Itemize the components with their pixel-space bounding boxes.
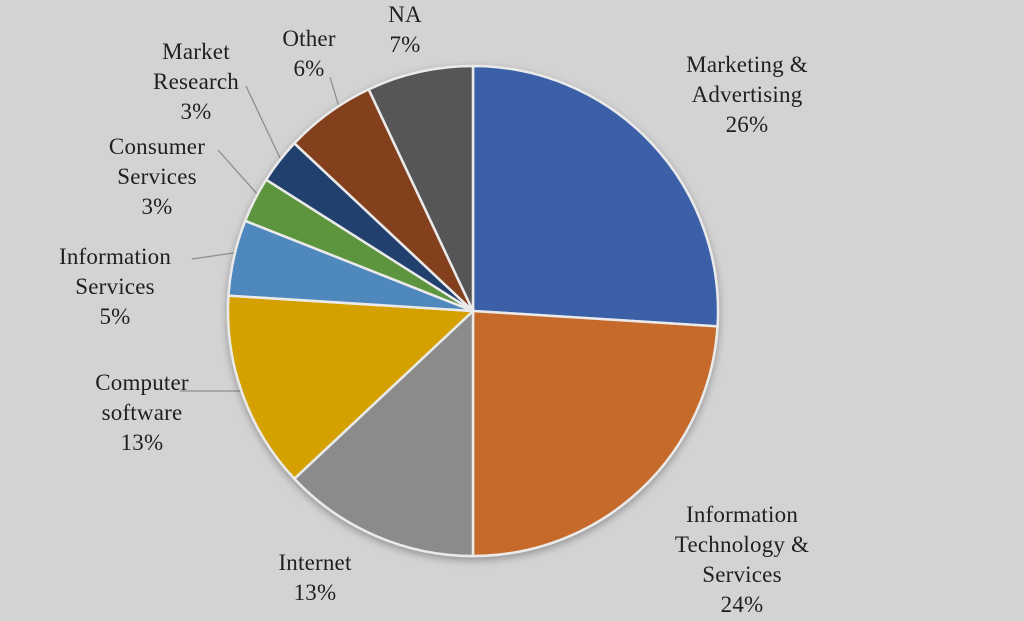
slice-label-computer-software: Computer software 13% [95,370,189,455]
slice-label-information-services: Information Services 5% [58,244,172,329]
leader-consumer-services [217,149,259,196]
leader-lines [180,76,340,392]
leader-other [329,76,340,108]
slice-label-consumer-services: Consumer Services 3% [108,134,206,219]
leader-information-services [191,251,241,260]
slice-label-other: Other 6% [282,26,336,81]
pie-slice-information-technology-services [471,309,719,558]
slice-label-marketing-advertising: Marketing & Advertising 26% [686,52,808,137]
pie-slice-marketing-advertising [471,64,720,328]
pie-slice-computer-software [226,294,475,480]
pie-slices [226,64,720,558]
slice-label-internet: Internet 13% [278,550,352,605]
pie-slice-na [367,64,475,313]
slice-label-market-research: Market Research 3% [153,39,239,124]
pie-slice-internet [293,309,475,558]
slice-label-na: NA 7% [388,2,422,57]
slice-label-information-technology-services: Information Technology & Services 24% [674,502,810,617]
leader-market-research [245,85,281,159]
